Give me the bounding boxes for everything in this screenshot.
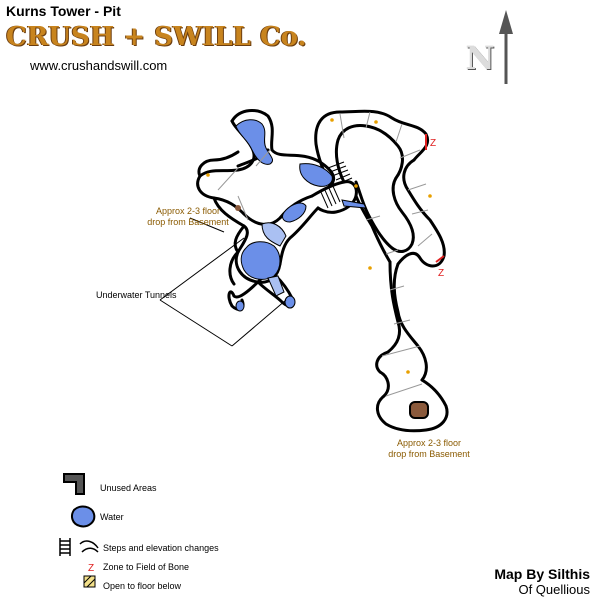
- drop-note-right-line1: Approx 2-3 floor: [396, 438, 462, 448]
- legend-unused-label: Unused Areas: [100, 483, 157, 493]
- zone-lines: [425, 134, 445, 263]
- credit-server: Of Quellious: [518, 582, 590, 597]
- legend-zone-label: Zone to Field of Bone: [103, 562, 190, 572]
- drop-note-left: Approx 2-3 floor drop from Basement: [128, 206, 248, 228]
- website-link[interactable]: www.crushandswill.com: [30, 58, 168, 73]
- legend-water-label: Water: [100, 512, 124, 522]
- map-title: Kurns Tower - Pit: [6, 3, 121, 19]
- steps-legend-icon: [59, 538, 99, 556]
- water-icon: [71, 505, 96, 528]
- underwater-tunnels-label: Underwater Tunnels: [96, 290, 177, 300]
- open-floor-icon: [83, 575, 96, 588]
- spawn-points: [206, 118, 432, 374]
- drop-note-left-line2: drop from Basement: [147, 217, 229, 227]
- drop-note-right-line2: drop from Basement: [388, 449, 470, 459]
- zone-labels: Z Z Z: [88, 138, 444, 574]
- legend-symbols: [59, 473, 99, 588]
- zone-marker-right: Z: [438, 268, 444, 279]
- section-dividers: [217, 111, 433, 397]
- legend-steps-label: Steps and elevation changes: [103, 543, 219, 553]
- pointer-lines: [159, 217, 287, 347]
- water-areas: [235, 119, 367, 312]
- drop-note-left-line1: Approx 2-3 floor: [155, 206, 221, 216]
- cave-walls-right: [314, 109, 449, 433]
- zone-marker-top: Z: [430, 138, 436, 149]
- unused-area-icon: [63, 473, 85, 495]
- legend-open-label: Open to floor below: [103, 581, 182, 591]
- credit-author: Map By Silthis: [494, 566, 590, 582]
- drop-hole-icon: [409, 401, 429, 419]
- steps-icon: [319, 161, 353, 209]
- brand-logo: CRUSH + SWILL Co.: [6, 22, 307, 52]
- north-arrow-icon: [499, 10, 513, 84]
- north-label: N: [465, 39, 495, 77]
- drop-note-right: Approx 2-3 floor drop from Basement: [374, 438, 484, 460]
- zone-marker-legend: Z: [88, 563, 94, 574]
